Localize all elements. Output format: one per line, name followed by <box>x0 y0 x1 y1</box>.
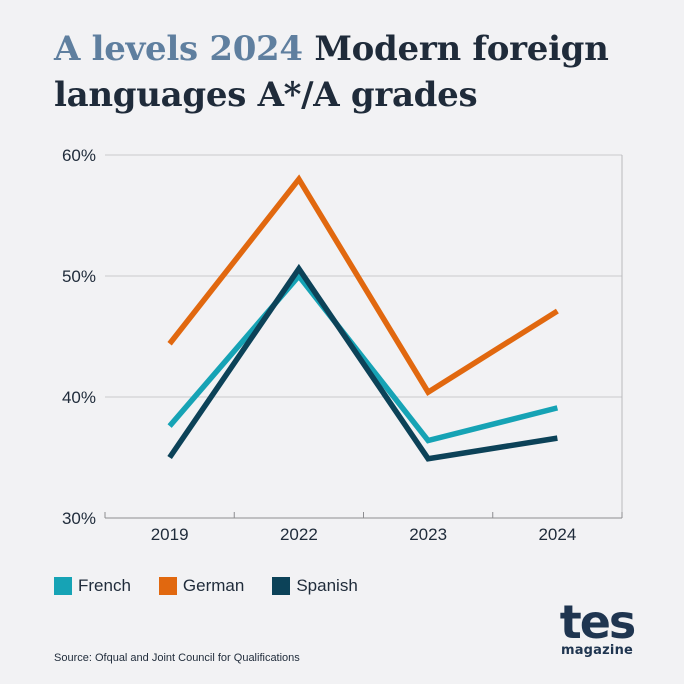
x-tick-label: 2023 <box>409 525 447 544</box>
y-tick-label: 40% <box>62 388 96 407</box>
series-line-french <box>167 271 559 444</box>
logo-wordmark: tes <box>559 595 637 649</box>
legend-label-spanish: Spanish <box>296 576 358 595</box>
x-axis: 2019 2022 2023 2024 <box>104 512 623 544</box>
legend-swatch-german <box>158 577 177 595</box>
y-axis: 30% 40% 50% 60% <box>62 146 96 528</box>
legend-swatch-french <box>54 577 72 595</box>
tes-magazine-logo: tes magazine <box>556 595 638 658</box>
y-tick-label: 60% <box>62 146 96 165</box>
legend-item-german: German <box>158 576 245 596</box>
legend-label-french: French <box>78 576 131 595</box>
legend-item-french: French <box>54 576 131 596</box>
chart-title: A levels 2024 Modern foreign languages A… <box>54 26 654 118</box>
series-lines <box>167 174 559 462</box>
title-main: Modern foreign languages A*/A grades <box>54 29 609 115</box>
x-tick-label: 2019 <box>151 525 189 544</box>
legend-swatch-spanish <box>272 577 291 595</box>
legend-item-spanish: Spanish <box>272 576 358 596</box>
source-note: Source: Ofqual and Joint Council for Qua… <box>54 652 300 664</box>
grid-lines <box>105 154 623 518</box>
y-tick-label: 30% <box>62 509 96 528</box>
series-line-german <box>167 174 559 396</box>
legend-label-german: German <box>182 576 245 595</box>
title-accent: A levels 2024 <box>54 29 303 69</box>
legend: French German Spanish <box>54 576 358 596</box>
x-tick-label: 2022 <box>280 525 318 544</box>
series-line-spanish <box>167 263 558 462</box>
logo-subtitle: magazine <box>560 643 634 658</box>
x-tick-label: 2024 <box>538 525 576 544</box>
y-tick-label: 50% <box>62 267 96 286</box>
